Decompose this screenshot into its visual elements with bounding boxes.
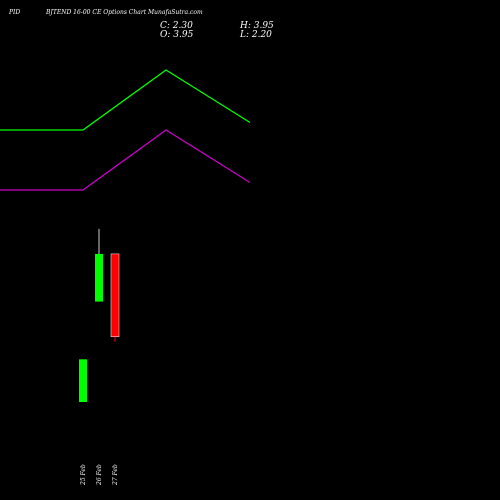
series-line-2 <box>0 129 251 191</box>
open-value: O: 3.95 <box>160 30 194 40</box>
series-line-1 <box>0 69 251 131</box>
high-value: H: 3.95 <box>240 21 274 31</box>
candle-body-3 <box>110 253 120 337</box>
candle-body-1 <box>79 359 87 402</box>
low-value: L: 2.20 <box>240 30 272 40</box>
close-value: C: 2.30 <box>160 21 193 31</box>
candle-body-2 <box>95 253 103 302</box>
x-tick-label-3: 27 Feb <box>112 464 119 486</box>
symbol-label: PID <box>9 9 21 16</box>
x-tick-label-2: 26 Feb <box>96 464 103 486</box>
x-tick-label-1: 25 Feb <box>80 464 87 486</box>
chart-title: BJTEND 16-00 CE Options Chart MunafaSutr… <box>46 9 203 16</box>
